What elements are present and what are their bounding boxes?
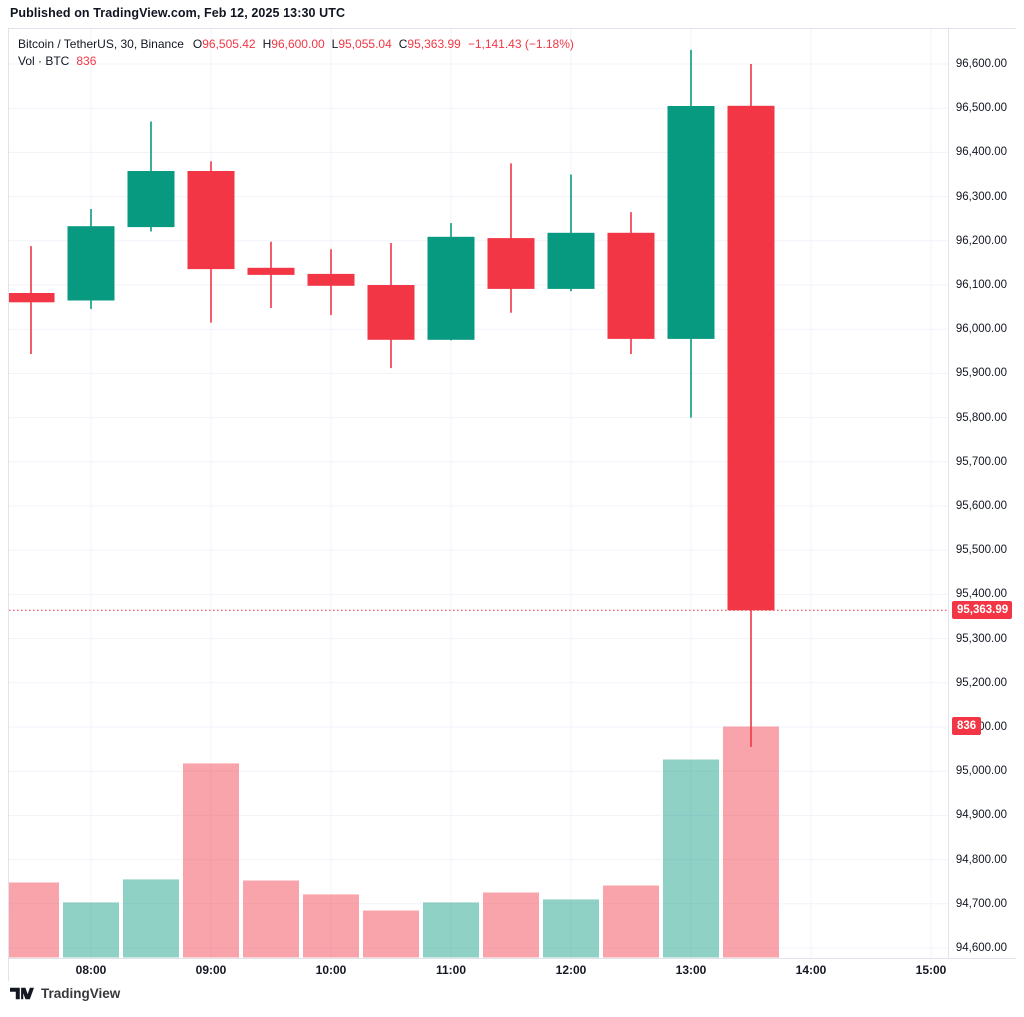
volume-study-label: Vol · BTC <box>18 54 70 68</box>
price-axis-label: 96,300.00 <box>955 190 1007 203</box>
price-axis-label: 94,800.00 <box>955 853 1007 866</box>
ohlc-high-label: H <box>262 37 272 51</box>
volume-bar <box>722 725 780 958</box>
ohlc-open-value: 96,505.42 <box>202 37 256 51</box>
candle-body <box>187 171 235 270</box>
time-axis-label: 10:00 <box>315 963 347 977</box>
price-axis-label: 95,900.00 <box>955 367 1007 380</box>
volume-bar <box>602 884 660 958</box>
candle <box>727 64 775 747</box>
candle-body <box>427 236 475 340</box>
volume-bar <box>122 878 180 958</box>
candle <box>9 246 55 354</box>
volume-bar <box>182 762 240 958</box>
last-price-badge: 95,363.99 <box>952 601 1012 620</box>
candle-body <box>607 232 655 339</box>
price-axis-label: 96,400.00 <box>955 146 1007 159</box>
volume-bar <box>302 893 360 958</box>
price-axis-label: 95,700.00 <box>955 455 1007 468</box>
price-axis-label: 96,200.00 <box>955 234 1007 247</box>
ohlc-low-value: 95,055.04 <box>338 37 392 51</box>
candle <box>307 249 355 316</box>
price-axis-label: 95,800.00 <box>955 411 1007 424</box>
candle-body <box>667 106 715 339</box>
volume-bar <box>362 909 420 958</box>
time-axis: 08:00 09:00 10:00 11:00 12:00 13:00 14:00 15:00 <box>9 958 1016 981</box>
candle-body <box>127 171 175 228</box>
candle-body <box>547 232 595 289</box>
volume-bar <box>662 758 720 958</box>
time-axis-label: 13:00 <box>675 963 707 977</box>
candle <box>187 161 235 323</box>
price-volume-pane: Bitcoin / TetherUS, 30, Binance O96,505.4… <box>9 29 948 958</box>
candle-body <box>367 285 415 340</box>
price-axis-label: 95,300.00 <box>955 632 1007 645</box>
time-axis-label: 11:00 <box>435 963 467 977</box>
legend: Bitcoin / TetherUS, 30, Binance O96,505.4… <box>18 36 574 70</box>
time-axis-label: 14:00 <box>795 963 827 977</box>
published-caption: Published on TradingView.com, Feb 12, 20… <box>10 6 346 20</box>
candle <box>607 212 655 354</box>
chart-frame: Bitcoin / TetherUS, 30, Binance O96,505.4… <box>8 28 1016 981</box>
time-axis-label: 08:00 <box>75 963 107 977</box>
ohlc-change-value: −1,141.43 (−1.18%) <box>467 37 574 51</box>
legend-row-volume: Vol · BTC 836 <box>18 53 574 70</box>
price-axis-label: 96,100.00 <box>955 279 1007 291</box>
time-axis-label: 12:00 <box>555 963 587 977</box>
candle-body <box>9 293 55 303</box>
price-axis-label: 95,400.00 <box>955 588 1007 601</box>
candle-body <box>67 226 115 301</box>
ohlc-low-label: L <box>331 37 339 51</box>
price-axis-label: 94,700.00 <box>955 897 1007 910</box>
price-axis-label: 96,000.00 <box>955 323 1007 336</box>
candle <box>247 241 295 308</box>
candle-body <box>247 267 295 275</box>
ohlc-open-label: O <box>192 37 203 51</box>
ohlc-close-label: C <box>398 37 408 51</box>
price-axis-label: 96,600.00 <box>955 58 1007 70</box>
price-axis-label: 95,600.00 <box>955 500 1007 512</box>
price-axis-label: 95,000.00 <box>955 765 1007 778</box>
time-axis-label: 15:00 <box>915 963 947 977</box>
volume-bar <box>9 881 60 958</box>
candle-body <box>727 105 775 611</box>
price-axis-label: 94,900.00 <box>955 809 1007 822</box>
ohlc-close-value: 95,363.99 <box>407 37 461 51</box>
ohlc-high-value: 96,600.00 <box>271 37 325 51</box>
symbol-title: Bitcoin / TetherUS, 30, Binance <box>18 37 184 51</box>
candle <box>547 174 595 292</box>
footer: TradingView <box>10 986 120 1001</box>
volume-bar <box>62 901 120 958</box>
tradingview-brand-text: TradingView <box>41 986 121 1001</box>
price-axis: 94,600.00 94,700.00 94,800.00 94,900.00 95,0… <box>948 29 1016 958</box>
volume-bar <box>242 879 300 958</box>
price-axis-label: 96,500.00 <box>955 102 1007 115</box>
tradingview-logo-icon <box>10 987 34 1000</box>
candlestick-chart <box>9 29 948 958</box>
candle <box>427 223 475 341</box>
candle-body <box>487 238 535 289</box>
candle <box>487 163 535 313</box>
candle-body <box>307 273 355 286</box>
candle <box>367 243 415 369</box>
price-axis-label: 95,500.00 <box>955 544 1007 557</box>
candle <box>67 209 115 309</box>
candle <box>127 121 175 232</box>
volume-study-value: 836 <box>76 54 97 68</box>
price-axis-label: 94,600.00 <box>955 942 1007 954</box>
volume-bar <box>422 901 480 958</box>
volume-badge: 836 <box>952 717 982 735</box>
volume-bar <box>482 891 540 958</box>
volume-bar <box>542 898 600 958</box>
price-axis-label: 95,200.00 <box>955 676 1007 689</box>
legend-row-symbol-ohlc: Bitcoin / TetherUS, 30, Binance O96,505.4… <box>18 36 574 53</box>
candle <box>667 49 715 418</box>
time-axis-label: 09:00 <box>195 963 227 977</box>
